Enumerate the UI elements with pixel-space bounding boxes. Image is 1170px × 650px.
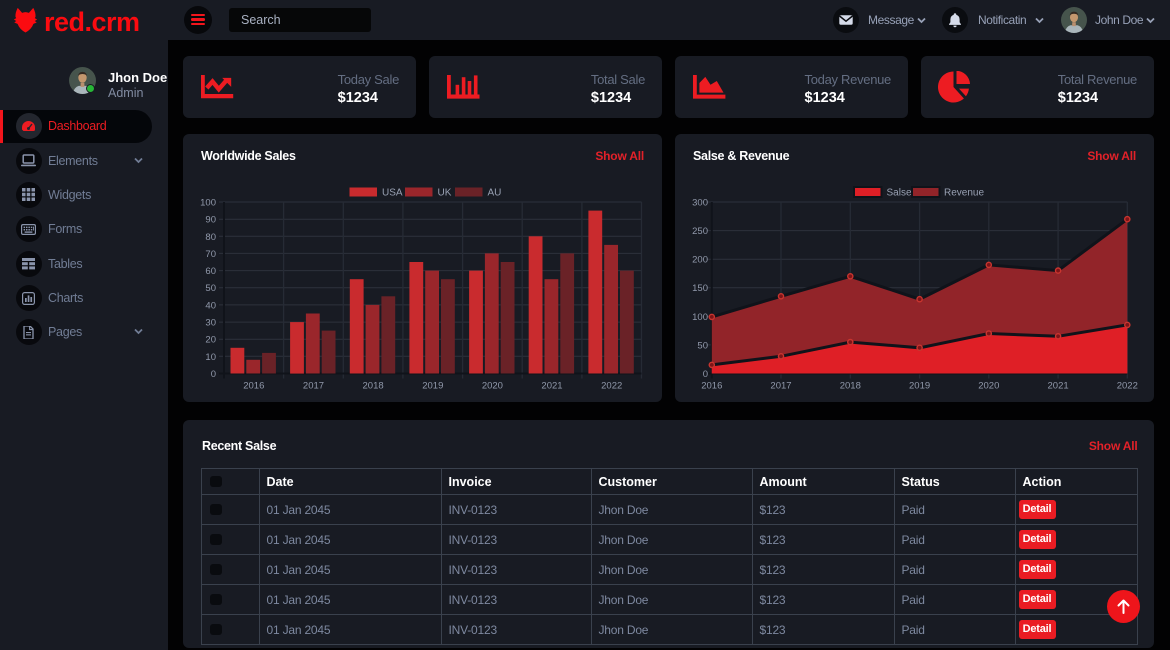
svg-text:60: 60 [205, 266, 216, 277]
svg-text:Salse: Salse [887, 188, 912, 199]
svg-text:2017: 2017 [770, 381, 791, 392]
svg-text:50: 50 [697, 340, 708, 351]
svg-text:2016: 2016 [243, 381, 264, 392]
svg-text:2021: 2021 [541, 381, 562, 392]
svg-text:2017: 2017 [303, 381, 324, 392]
svg-text:AU: AU [488, 188, 502, 199]
svg-text:100: 100 [200, 198, 216, 209]
svg-text:2022: 2022 [1117, 381, 1138, 392]
svg-text:40: 40 [205, 300, 216, 311]
svg-text:70: 70 [205, 249, 216, 260]
svg-text:30: 30 [205, 318, 216, 329]
svg-text:200: 200 [692, 255, 708, 266]
svg-text:300: 300 [692, 198, 708, 209]
svg-text:10: 10 [205, 352, 216, 363]
svg-text:Revenue: Revenue [944, 188, 984, 199]
svg-text:50: 50 [205, 283, 216, 294]
svg-text:2016: 2016 [701, 381, 722, 392]
svg-text:80: 80 [205, 232, 216, 243]
svg-text:2019: 2019 [422, 381, 443, 392]
svg-text:250: 250 [692, 226, 708, 237]
svg-text:2020: 2020 [482, 381, 503, 392]
svg-text:0: 0 [211, 369, 216, 380]
svg-text:150: 150 [692, 283, 708, 294]
svg-text:2020: 2020 [978, 381, 999, 392]
svg-text:2022: 2022 [601, 381, 622, 392]
svg-text:2021: 2021 [1048, 381, 1069, 392]
svg-text:2018: 2018 [840, 381, 861, 392]
svg-text:UK: UK [438, 188, 452, 199]
svg-text:20: 20 [205, 335, 216, 346]
svg-text:2018: 2018 [363, 381, 384, 392]
svg-text:USA: USA [382, 188, 403, 199]
svg-text:90: 90 [205, 215, 216, 226]
svg-text:100: 100 [692, 312, 708, 323]
svg-text:0: 0 [703, 369, 708, 380]
svg-text:2019: 2019 [909, 381, 930, 392]
